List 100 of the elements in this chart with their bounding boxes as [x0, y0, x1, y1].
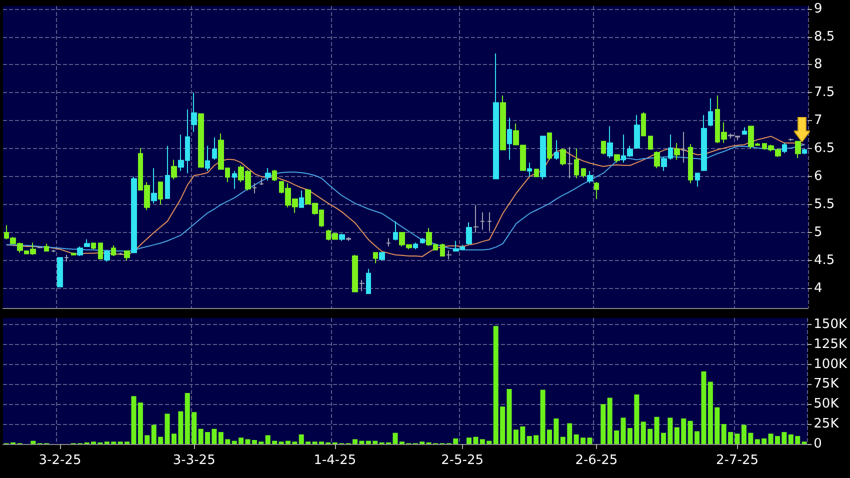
- candlestick: [527, 162, 532, 178]
- y-tick-label: 75K: [814, 376, 840, 392]
- candlestick: [359, 280, 365, 292]
- candlestick: [634, 114, 640, 150]
- candlestick: [735, 135, 740, 141]
- candlestick: [594, 182, 599, 200]
- x-tick-label: 3-2-25: [38, 453, 82, 468]
- y-tick-label: 150K: [814, 316, 848, 332]
- candlestick: [259, 178, 264, 186]
- candlestick: [513, 122, 519, 146]
- candlestick: [51, 249, 56, 253]
- y-tick-label: 8.5: [814, 29, 835, 44]
- x-tick-label: 2-7-25: [716, 453, 758, 468]
- candlestick: [413, 242, 418, 250]
- candlestick: [581, 168, 586, 178]
- candlestick: [795, 140, 801, 159]
- candlestick: [111, 244, 116, 256]
- candlestick: [98, 242, 103, 260]
- x-tick-label: 2-5-25: [441, 453, 484, 468]
- candlestick: [688, 144, 693, 184]
- candlestick: [782, 142, 787, 154]
- candlestick: [366, 268, 371, 295]
- candlestick: [379, 252, 385, 261]
- candlestick: [64, 254, 69, 262]
- candlestick: [708, 98, 713, 127]
- candlestick: [420, 238, 425, 244]
- candlestick: [440, 243, 445, 258]
- y-tick-label: 25K: [814, 416, 840, 432]
- candlestick: [131, 176, 137, 254]
- y-tick-label: 6.5: [814, 141, 835, 156]
- y-tick-label: 8: [814, 57, 822, 72]
- candlestick: [346, 236, 351, 242]
- candlestick: [480, 212, 485, 230]
- candlestick: [84, 238, 90, 248]
- x-tick-label: 1-4-25: [314, 453, 356, 468]
- x-tick-label: 3-3-25: [172, 453, 216, 468]
- y-tick-label: 4.5: [814, 252, 835, 268]
- candlestick: [587, 170, 593, 184]
- candlestick: [44, 243, 49, 252]
- candlestick: [151, 168, 157, 204]
- candlestick: [393, 220, 398, 241]
- y-tick-label: 7.5: [814, 85, 835, 100]
- y-tick-label: 4: [814, 280, 822, 296]
- candlestick: [118, 252, 123, 256]
- candlestick: [71, 252, 76, 256]
- candlestick: [601, 140, 606, 155]
- candlestick: [540, 136, 546, 180]
- candlestick: [171, 159, 177, 180]
- candlestick: [701, 114, 707, 172]
- candlestick: [205, 145, 210, 172]
- candlestick: [728, 133, 734, 140]
- candlestick: [158, 182, 163, 206]
- candlestick: [37, 246, 43, 249]
- candlestick: [567, 146, 573, 179]
- candlestick: [272, 169, 277, 182]
- candlestick: [299, 190, 304, 208]
- candlestick: [487, 212, 492, 232]
- bar: [30, 440, 36, 444]
- candlestick: [654, 150, 660, 169]
- candlestick: [788, 138, 794, 142]
- candlestick: [191, 92, 197, 132]
- candlestick: [352, 254, 358, 292]
- candlestick: [77, 246, 83, 256]
- candlestick: [57, 257, 63, 288]
- y-tick-label: 5: [814, 225, 822, 240]
- y-tick-label: 6: [814, 169, 822, 184]
- candlestick: [252, 182, 257, 194]
- y-tick-label: 7: [814, 113, 822, 128]
- candlestick: [91, 242, 96, 250]
- candlestick: [124, 250, 130, 261]
- candlestick: [554, 140, 559, 160]
- candlestick: [574, 148, 579, 179]
- candlestick: [802, 148, 807, 155]
- candlestick: [165, 145, 170, 200]
- y-tick-label: 50K: [814, 396, 840, 412]
- candlestick: [104, 250, 110, 262]
- candlestick: [742, 126, 747, 136]
- candlestick: [265, 168, 271, 181]
- candlestick: [674, 142, 680, 160]
- candlestick: [473, 204, 479, 233]
- candlestick: [373, 252, 378, 264]
- x-tick-label: 2-6-25: [575, 453, 618, 468]
- y-tick-label: 5.5: [814, 197, 835, 212]
- candlestick: [547, 132, 552, 160]
- y-tick-label: 9: [814, 1, 822, 16]
- candlestick: [232, 170, 237, 190]
- candlestick: [648, 136, 653, 150]
- candlestick: [641, 112, 646, 136]
- candlestick: [560, 148, 566, 166]
- y-tick-label: 0: [814, 436, 822, 452]
- candlestick: [695, 172, 700, 188]
- bar: [600, 404, 606, 444]
- y-tick-label: 100K: [814, 356, 848, 372]
- candlestick: [500, 94, 506, 150]
- candlestick: [493, 53, 499, 180]
- candlestick: [507, 117, 512, 160]
- candlestick: [446, 250, 452, 260]
- candlestick: [212, 136, 217, 160]
- y-tick-label: 125K: [814, 336, 848, 352]
- candlestick: [339, 233, 345, 242]
